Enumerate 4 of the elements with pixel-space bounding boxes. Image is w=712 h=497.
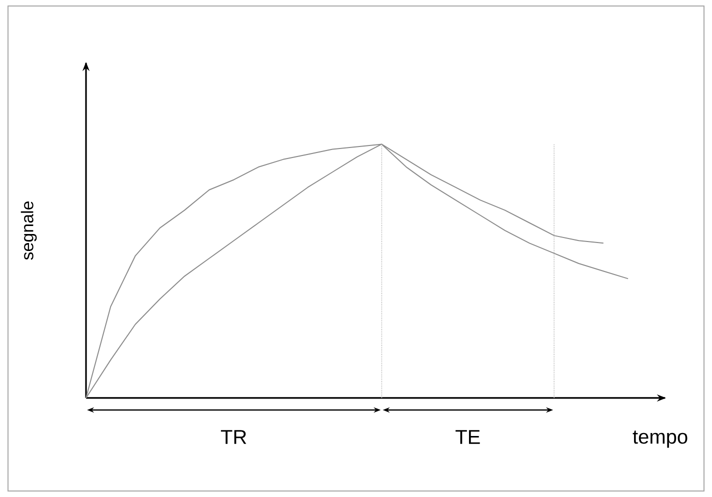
text: TR: [220, 430, 246, 444]
text: TE: [456, 430, 480, 444]
y-axis-title: segnale: [20, 201, 37, 260]
x-axis-title: tempo: [632, 430, 688, 448]
